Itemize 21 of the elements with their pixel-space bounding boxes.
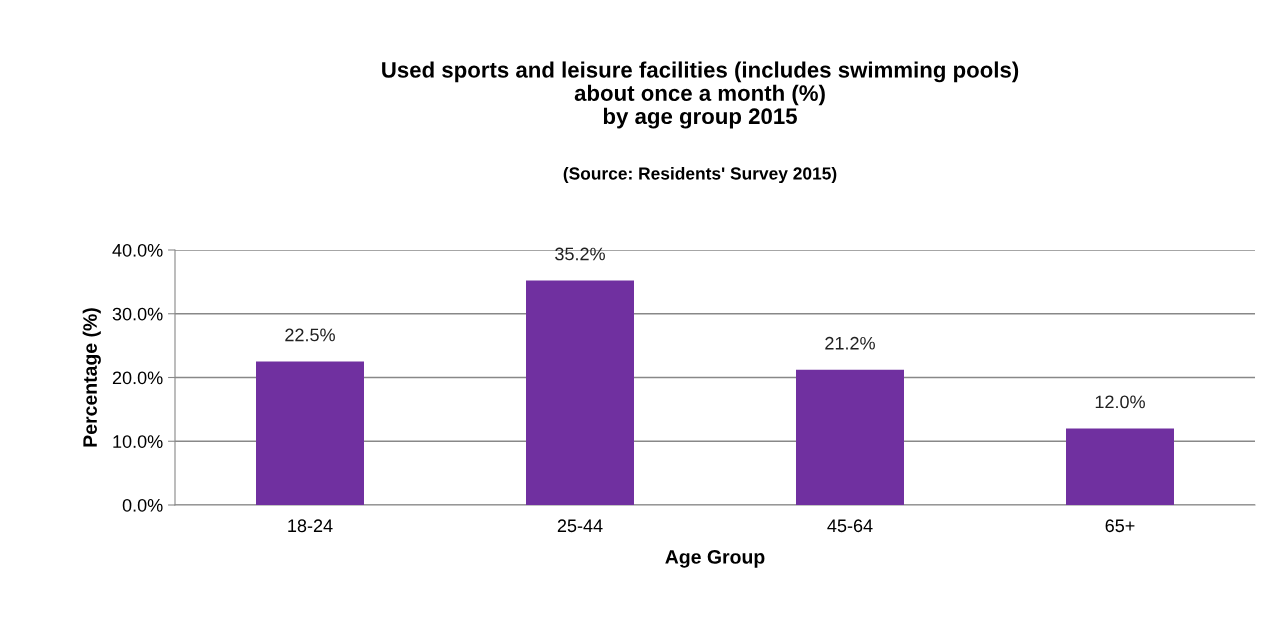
data-label: 22.5%	[285, 328, 335, 342]
x-tick-label: 18-24	[288, 519, 333, 533]
bar	[256, 361, 364, 505]
x-tick-label: 45-64	[827, 519, 873, 533]
chart-subtitle: (Source: Residents' Survey 2015)	[563, 166, 837, 184]
data-label: 35.2%	[555, 247, 605, 261]
bar	[796, 369, 904, 505]
data-label: 12.0%	[1095, 395, 1145, 409]
y-tick-label: 10.0%	[113, 435, 163, 448]
data-label: 21.2%	[825, 336, 875, 350]
y-tick-label: 30.0%	[112, 307, 163, 321]
y-axis-title: Percentage (%)	[82, 308, 101, 447]
x-tick-label: 65+	[1105, 519, 1135, 533]
y-tick-label: 20.0%	[112, 371, 163, 385]
bar	[1066, 428, 1174, 505]
y-tick-label: 40.0%	[112, 243, 163, 257]
x-axis-title: Age Group	[665, 550, 765, 568]
y-tick-label: 0.0%	[122, 498, 163, 512]
chart-title: Used sports and leisure facilities (includes swimming pools) about once a month (%) by age group 2015	[382, 61, 1019, 129]
x-tick-label: 25-44	[557, 519, 603, 533]
bar	[526, 280, 634, 505]
